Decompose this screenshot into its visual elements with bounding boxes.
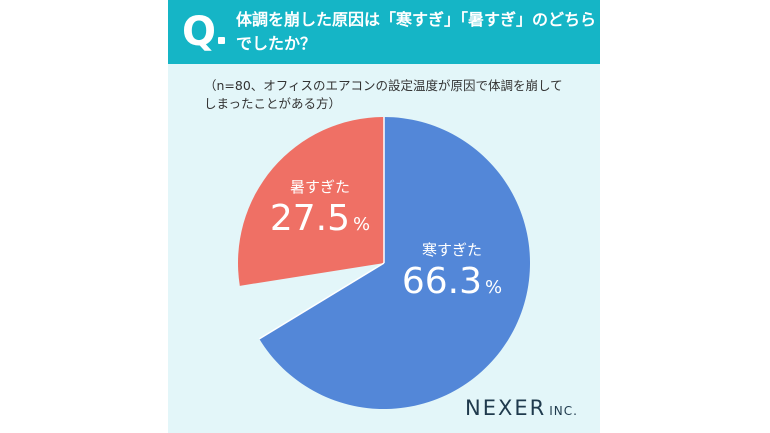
pie-chart: 寒すぎた 66.3 % 暑すぎた 27.5%: [238, 117, 531, 410]
slice-divider-1: [258, 262, 385, 340]
q-mark: Q: [182, 9, 217, 55]
sample-note-line1: （n=80、オフィスのエアコンの設定温度が原因で体調を崩して: [204, 78, 563, 93]
slice-value-cold: 66.3%: [402, 261, 502, 302]
sample-note-line2: しまったことがある方）: [204, 96, 342, 111]
pie-slice-cold: [259, 117, 531, 410]
slice-label-hot: 暑すぎた: [290, 178, 350, 196]
pie-slice-hot: [238, 117, 384, 286]
q-dot: [218, 37, 225, 44]
slice-value-hot: 27.5%: [270, 198, 370, 239]
question-title-line2: でしたか？: [236, 34, 317, 53]
slice-label-cold: 寒すぎた: [422, 241, 482, 259]
nexer-logo: NEXER INC.: [465, 396, 578, 420]
question-header: Q 体調を崩した原因は「寒すぎ」「暑すぎ」のどちら でしたか？: [168, 0, 600, 64]
question-title-line1: 体調を崩した原因は「寒すぎ」「暑すぎ」のどちら: [236, 10, 597, 29]
logo-suffix: INC.: [549, 404, 578, 418]
survey-card: Q 体調を崩した原因は「寒すぎ」「暑すぎ」のどちら でしたか？ （n=80、オフ…: [168, 0, 600, 433]
logo-brand: NEXER: [465, 396, 547, 420]
